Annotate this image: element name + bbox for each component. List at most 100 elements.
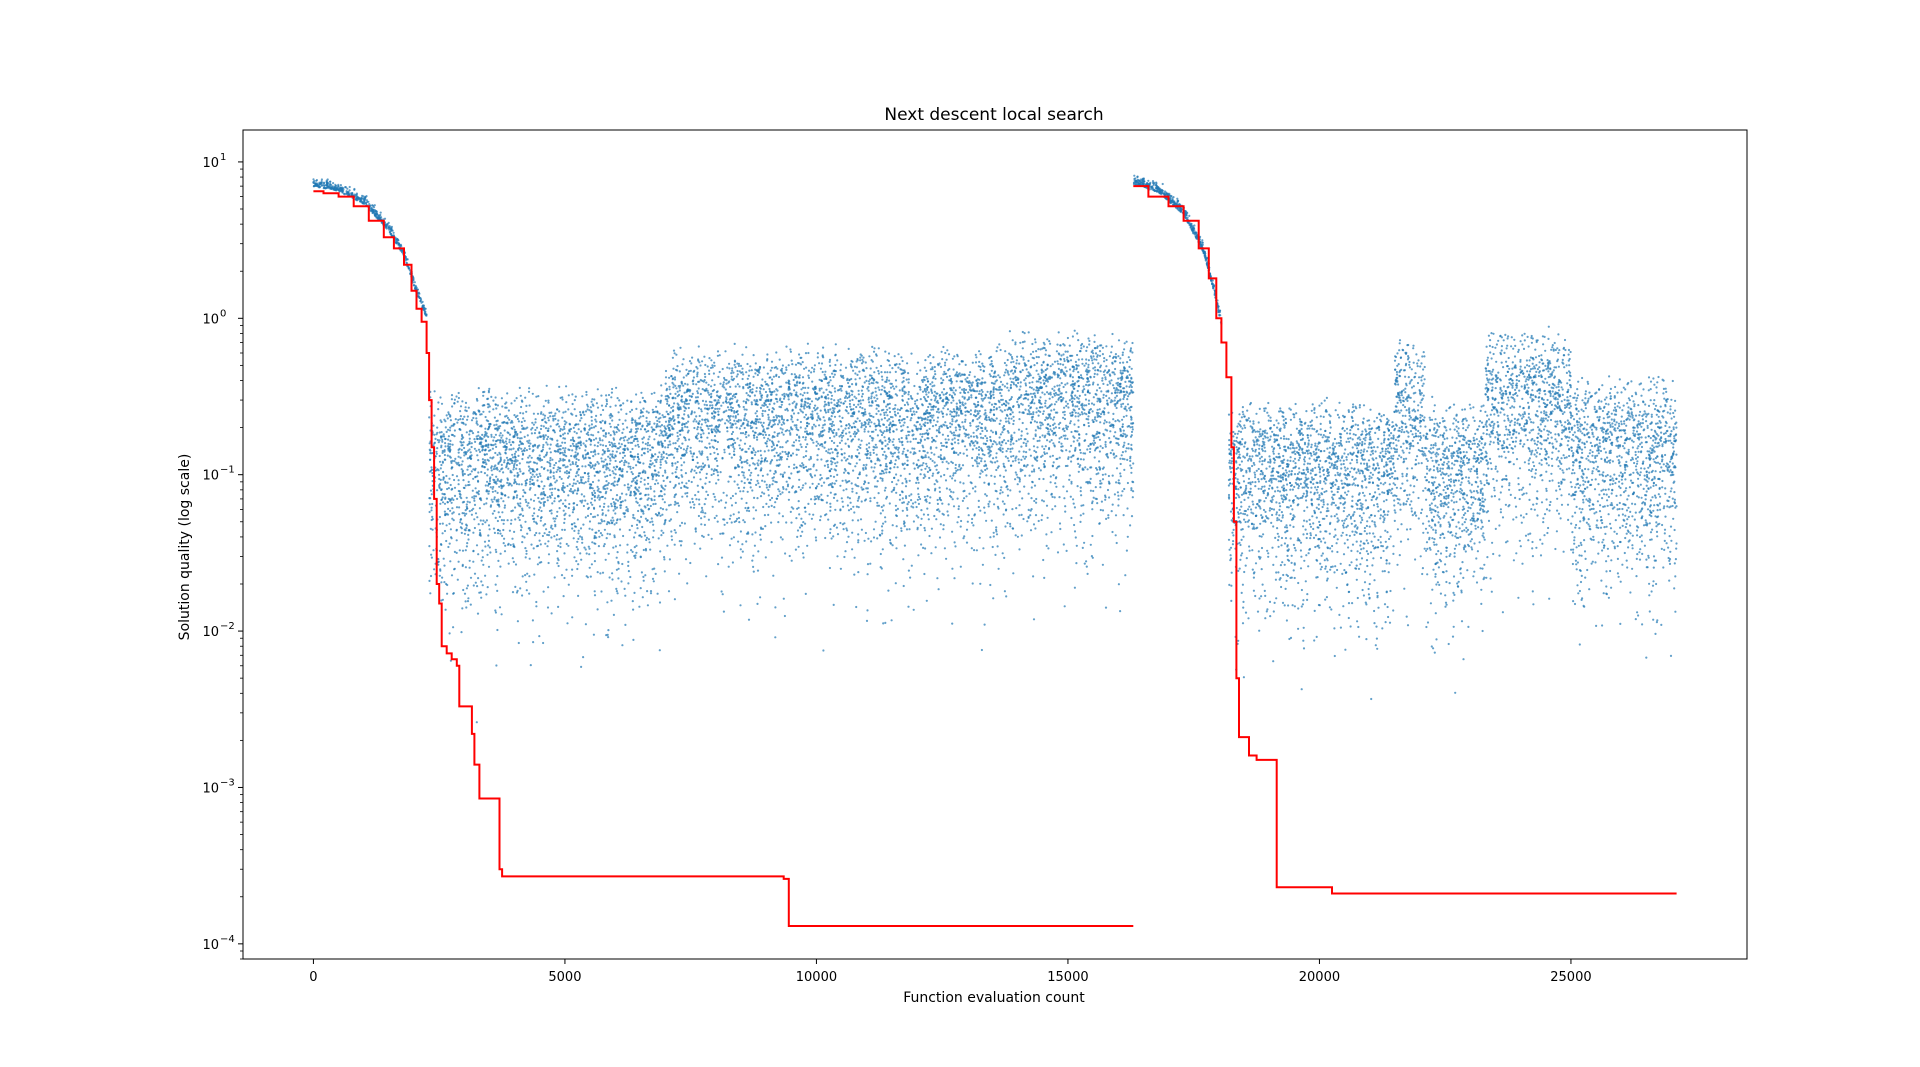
scatter-point: [999, 492, 1002, 495]
scatter-point: [798, 353, 801, 356]
scatter-point: [609, 425, 612, 428]
scatter-point: [638, 605, 641, 608]
scatter-point: [461, 563, 464, 567]
scatter-point: [562, 411, 565, 414]
scatter-point: [865, 443, 868, 446]
scatter-point: [515, 467, 518, 470]
scatter-point: [579, 413, 582, 416]
scatter-point: [700, 423, 703, 426]
scatter-point: [772, 375, 776, 378]
scatter-point: [532, 449, 535, 452]
scatter-point: [573, 399, 576, 402]
scatter-point: [622, 428, 625, 431]
scatter-point: [683, 402, 687, 405]
scatter-point: [546, 496, 549, 499]
scatter-point: [590, 426, 593, 429]
scatter-point: [580, 481, 583, 484]
scatter-point: [662, 451, 665, 455]
scatter-point: [644, 517, 648, 520]
scatter-point: [519, 394, 522, 397]
scatter-point: [649, 448, 652, 452]
scatter-point: [654, 572, 657, 576]
scatter-point: [507, 484, 510, 487]
scatter-point: [592, 455, 595, 458]
scatter-point: [495, 407, 498, 410]
scatter-point: [583, 546, 586, 549]
scatter-point: [1004, 417, 1007, 420]
scatter-point: [599, 443, 602, 446]
scatter-point: [1003, 556, 1006, 560]
scatter-point: [938, 510, 941, 513]
scatter-point: [449, 483, 452, 487]
scatter-point: [679, 446, 683, 450]
scatter-point: [537, 508, 541, 511]
scatter-point: [500, 613, 503, 616]
scatter-point: [992, 408, 996, 411]
scatter-point: [516, 417, 520, 421]
scatter-point: [647, 476, 650, 479]
scatter-point: [617, 577, 620, 580]
scatter-point: [609, 489, 613, 492]
scatter-point: [459, 521, 462, 524]
scatter-point: [635, 479, 639, 482]
scatter-point: [540, 516, 543, 519]
scatter-point: [926, 421, 929, 425]
scatter-point: [480, 470, 483, 474]
scatter-point: [877, 347, 880, 350]
scatter-point: [553, 414, 556, 417]
scatter-point: [623, 515, 626, 518]
scatter-point: [650, 456, 653, 459]
scatter-point: [535, 531, 538, 535]
scatter-point: [960, 380, 964, 383]
scatter-point: [816, 352, 820, 355]
scatter-point: [959, 426, 962, 429]
scatter-point: [465, 587, 468, 590]
scatter-point: [816, 356, 819, 359]
scatter-point: [678, 389, 681, 392]
scatter-point: [561, 416, 564, 419]
scatter-point: [487, 492, 490, 495]
scatter-point: [661, 498, 664, 501]
scatter-point: [544, 427, 548, 430]
scatter-point: [916, 372, 919, 375]
scatter-point: [535, 473, 538, 476]
scatter-point: [649, 504, 652, 508]
scatter-point: [531, 470, 535, 473]
scatter-point: [617, 423, 620, 426]
scatter-point: [521, 442, 525, 446]
scatter-point: [617, 479, 620, 483]
scatter-point: [428, 497, 431, 500]
scatter-point: [616, 397, 619, 400]
scatter-point: [630, 408, 634, 411]
scatter-point: [912, 520, 916, 523]
scatter-point: [662, 456, 665, 459]
scatter-point: [664, 433, 667, 436]
scatter-point: [467, 597, 470, 600]
scatter-point: [634, 419, 637, 422]
scatter-point: [958, 407, 962, 410]
scatter-point: [538, 454, 541, 457]
scatter-point: [970, 482, 973, 485]
scatter-point: [464, 509, 467, 512]
scatter-point: [667, 443, 670, 447]
scatter-point: [513, 474, 516, 477]
scatter-point: [412, 278, 415, 282]
scatter-point: [707, 465, 711, 469]
scatter-point: [549, 443, 552, 446]
scatter-point: [571, 616, 574, 619]
scatter-point: [653, 498, 656, 502]
scatter-point: [590, 423, 594, 426]
scatter-point: [785, 480, 788, 483]
scatter-point: [566, 465, 569, 468]
scatter-point: [503, 550, 507, 553]
scatter-point: [530, 543, 533, 546]
scatter-point: [513, 452, 517, 455]
scatter-point: [542, 501, 545, 504]
scatter-point: [664, 369, 668, 373]
scatter-point: [848, 455, 851, 458]
scatter-point: [447, 446, 450, 449]
scatter-point: [441, 598, 444, 601]
scatter-point: [857, 399, 860, 402]
scatter-point: [552, 417, 555, 420]
scatter-point: [856, 373, 859, 376]
